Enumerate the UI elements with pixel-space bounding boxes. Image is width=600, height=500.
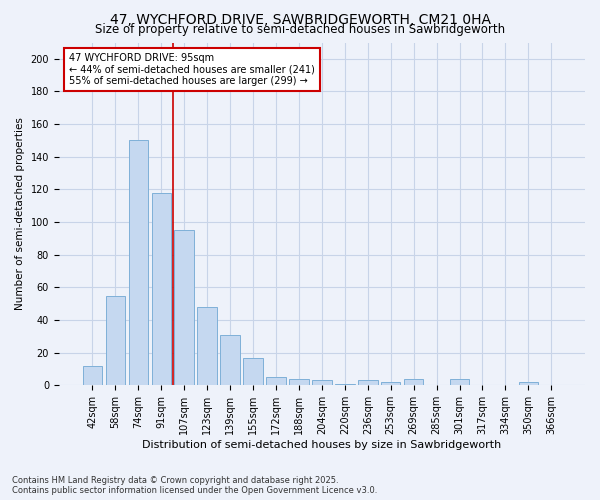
Y-axis label: Number of semi-detached properties: Number of semi-detached properties [15,118,25,310]
Bar [197,307,217,386]
Bar [335,384,355,386]
Bar [289,379,308,386]
Bar [106,296,125,386]
Bar [128,140,148,386]
Bar [358,380,377,386]
Bar [83,366,102,386]
Bar [450,379,469,386]
Text: Contains HM Land Registry data © Crown copyright and database right 2025.
Contai: Contains HM Land Registry data © Crown c… [12,476,377,495]
Text: Size of property relative to semi-detached houses in Sawbridgeworth: Size of property relative to semi-detach… [95,22,505,36]
Bar [518,382,538,386]
Bar [152,192,171,386]
Bar [404,379,424,386]
Text: 47, WYCHFORD DRIVE, SAWBRIDGEWORTH, CM21 0HA: 47, WYCHFORD DRIVE, SAWBRIDGEWORTH, CM21… [110,12,491,26]
Text: 47 WYCHFORD DRIVE: 95sqm
← 44% of semi-detached houses are smaller (241)
55% of : 47 WYCHFORD DRIVE: 95sqm ← 44% of semi-d… [70,53,315,86]
Bar [244,358,263,386]
Bar [312,380,332,386]
Bar [220,334,240,386]
Bar [175,230,194,386]
Bar [266,377,286,386]
Bar [381,382,400,386]
X-axis label: Distribution of semi-detached houses by size in Sawbridgeworth: Distribution of semi-detached houses by … [142,440,502,450]
